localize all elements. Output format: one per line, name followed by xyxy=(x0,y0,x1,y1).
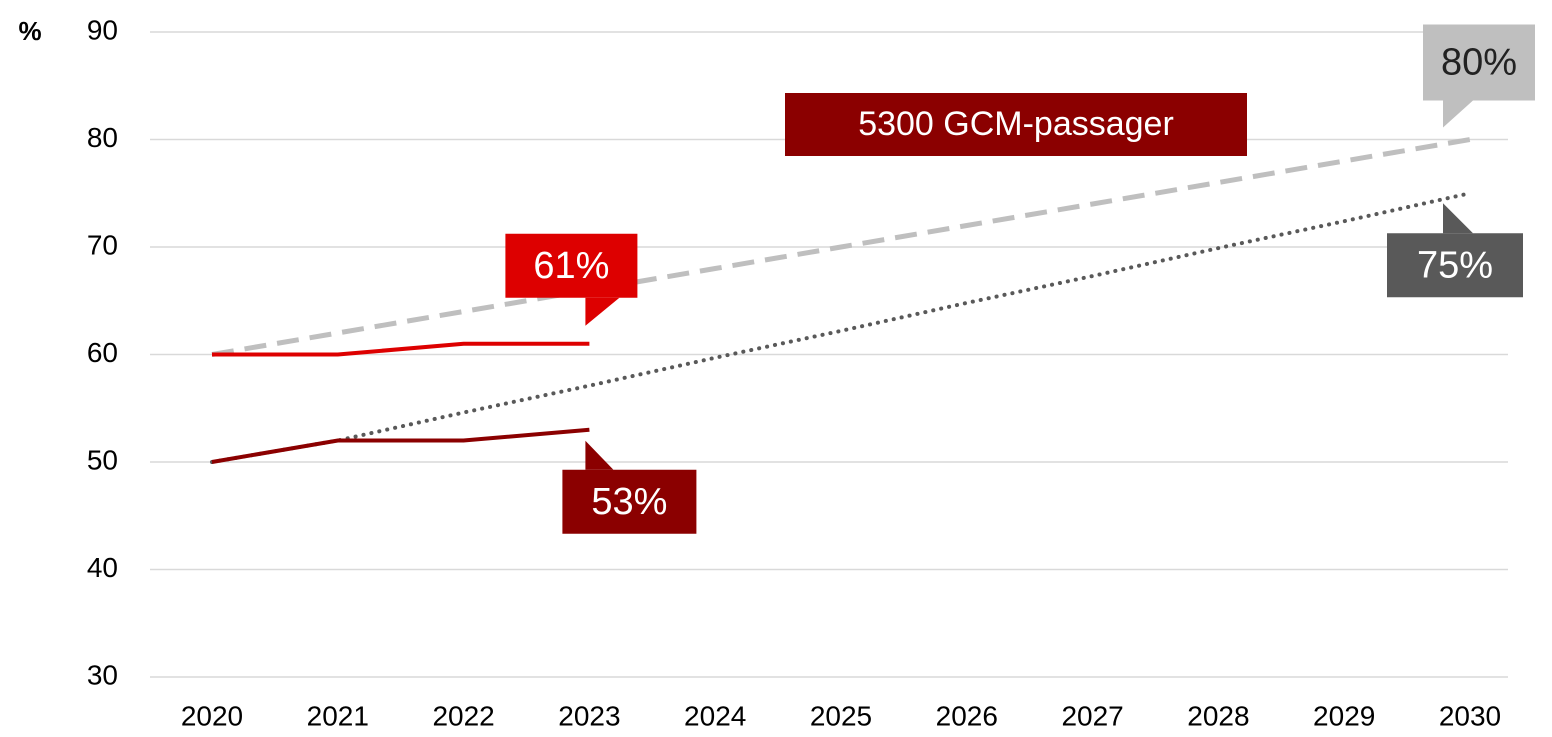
line-series xyxy=(210,191,1472,464)
line-series xyxy=(211,427,590,464)
callout-pointer xyxy=(585,297,620,326)
y-tick-label: 70 xyxy=(87,229,118,260)
x-tick-label: 2022 xyxy=(432,700,494,731)
y-tick-label: 50 xyxy=(87,444,118,475)
x-tick-label: 2027 xyxy=(1061,700,1123,731)
callout-box xyxy=(1387,233,1523,298)
annotation: 5300 GCM-passager xyxy=(858,105,1174,143)
x-tick-label: 2030 xyxy=(1439,700,1501,731)
x-tick-label: 2021 xyxy=(307,700,369,731)
callout-box xyxy=(1423,24,1535,101)
x-tick-label: 2020 xyxy=(181,700,243,731)
data-label: 75% xyxy=(1417,244,1493,286)
line-series xyxy=(212,341,590,357)
callout-box xyxy=(505,233,638,298)
callout-pointer xyxy=(585,440,614,470)
data-label: 53% xyxy=(591,481,667,523)
x-tick-label: 2026 xyxy=(936,700,998,731)
y-tick-label: 60 xyxy=(87,337,118,368)
x-tick-label: 2024 xyxy=(684,700,746,731)
x-tick-label: 2023 xyxy=(558,700,620,731)
annotation-box xyxy=(785,93,1247,156)
callout-pointer xyxy=(1443,203,1473,234)
x-tick-label: 2028 xyxy=(1187,700,1249,731)
callout-pointer xyxy=(1443,100,1473,128)
y-tick-label: 30 xyxy=(87,659,118,690)
callout-box xyxy=(562,469,697,534)
y-tick-label: 40 xyxy=(87,552,118,583)
x-tick-label: 2025 xyxy=(810,700,872,731)
line-series xyxy=(211,137,1471,357)
x-tick-label: 2029 xyxy=(1313,700,1375,731)
y-tick-label: 90 xyxy=(87,14,118,45)
data-label: 80% xyxy=(1441,42,1517,84)
data-label: 61% xyxy=(533,245,609,287)
y-axis-label: % xyxy=(18,16,41,46)
y-tick-label: 80 xyxy=(87,122,118,153)
